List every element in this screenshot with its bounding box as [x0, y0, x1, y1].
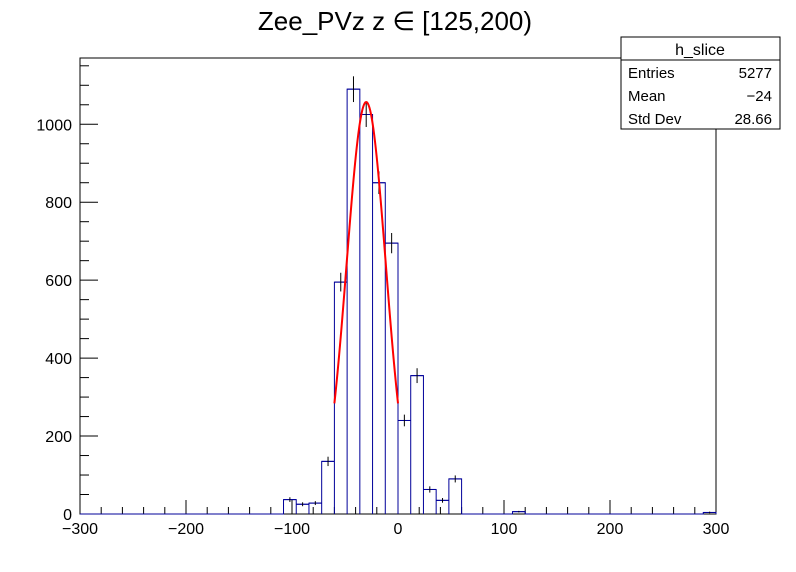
chart-title: Zee_PVz z ∈ [125,200): [258, 6, 532, 36]
error-bars: [289, 76, 711, 514]
stats-mean-value: −24: [747, 88, 772, 105]
x-tick-label: −300: [62, 521, 98, 538]
x-axis: −300 −200 −100 0 100 200 300: [62, 500, 729, 538]
stats-stddev-label: Std Dev: [628, 111, 682, 128]
x-tick-label: 300: [703, 521, 730, 538]
x-tick-label: 0: [394, 521, 403, 538]
y-tick-label: 600: [45, 273, 72, 290]
y-tick-label: 1000: [36, 117, 72, 134]
y-tick-label: 800: [45, 195, 72, 212]
stats-entries-label: Entries: [628, 65, 675, 82]
stats-box-frame: [620, 36, 781, 130]
y-tick-label: 0: [63, 507, 72, 524]
x-tick-label: −100: [274, 521, 310, 538]
x-tick-label: 100: [491, 521, 518, 538]
x-tick-label: −200: [168, 521, 204, 538]
x-tick-label: 200: [597, 521, 624, 538]
y-axis: 0 200 400 600 800 1000: [36, 65, 98, 524]
histogram-outline: [80, 88, 717, 515]
stats-stddev-value: 28.66: [734, 111, 772, 128]
stats-box: h_slice Entries 5277 Mean −24 Std Dev 28…: [620, 36, 781, 130]
stats-title: h_slice: [675, 42, 725, 59]
y-tick-label: 200: [45, 429, 72, 446]
fit-curve: [333, 100, 399, 404]
y-tick-label: 400: [45, 351, 72, 368]
stats-entries-value: 5277: [739, 65, 772, 82]
stats-mean-label: Mean: [628, 88, 666, 105]
histogram: [80, 88, 717, 515]
gaussian-fit: [333, 100, 399, 404]
